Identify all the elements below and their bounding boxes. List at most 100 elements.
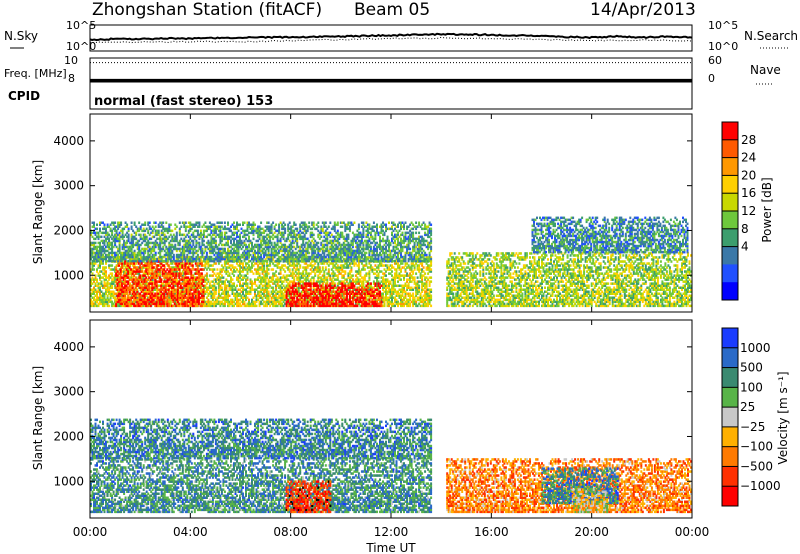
heatmap-cell [421,264,424,267]
heatmap-cell [94,300,97,304]
heatmap-cell [275,304,278,308]
heatmap-cell [181,294,184,297]
heatmap-cell [199,272,202,275]
heatmap-cell [360,304,363,308]
heatmap-cell [175,304,178,308]
heatmap-cell [111,302,114,306]
heatmap-cell [112,259,115,263]
heatmap-cell [202,286,205,289]
heatmap-cell [133,304,136,308]
heatmap-cell [400,274,402,277]
heatmap-cell [127,298,130,302]
heatmap-cell [324,286,327,289]
heatmap-cell [178,266,181,269]
heatmap-cell [252,264,255,267]
heatmap-cell [148,268,151,271]
heatmap-cell [327,298,330,302]
heatmap-cell [207,280,210,283]
heatmap-cell [418,284,421,287]
heatmap-cell [245,298,247,302]
heatmap-cell [317,278,320,281]
heatmap-cell [366,272,369,275]
heatmap-cell [114,255,117,259]
heatmap-cell [120,259,123,263]
heatmap-cell [263,268,266,271]
heatmap-cell [254,280,256,283]
heatmap-cell [347,264,350,267]
heatmap-cell [281,296,284,299]
heatmap-cell [257,270,260,273]
heatmap-cell [287,278,290,281]
heatmap-cell [278,272,281,275]
heatmap-cell [213,292,216,295]
heatmap-cell [96,270,98,273]
heatmap-cell [119,298,122,302]
heatmap-cell [163,296,166,299]
heatmap-cell [382,292,384,295]
heatmap-cell [339,288,342,291]
heatmap-cell [422,282,425,285]
heatmap-cell [314,288,317,291]
heatmap-cell [329,300,332,304]
heatmap-cell [318,296,321,299]
heatmap-cell [172,286,175,289]
heatmap-cell [275,288,278,291]
heatmap-cell [348,276,351,279]
heatmap-cell [103,251,106,255]
heatmap-cell [321,288,324,291]
heatmap-cell [255,296,258,299]
heatmap-cell [248,292,250,295]
heatmap-cell [179,272,182,275]
heatmap-cell [222,276,225,279]
heatmap-cell [158,300,161,304]
heatmap-cell [353,286,356,289]
heatmap-cell [326,292,329,295]
heatmap-cell [108,300,111,304]
heatmap-cell [214,288,217,291]
heatmap-cell [213,288,216,291]
heatmap-cell [140,266,143,269]
heatmap-cell [94,245,97,249]
heatmap-cell [142,298,145,302]
heatmap-cell [205,302,208,306]
heatmap-cell [132,264,135,267]
heatmap-cell [188,290,191,293]
heatmap-cell [132,251,135,255]
heatmap-cell [425,304,428,308]
heatmap-cell [267,292,270,295]
heatmap-cell [126,266,129,269]
heatmap-cell [137,276,140,279]
heatmap-cell [260,278,263,281]
heatmap-cell [415,284,418,287]
heatmap-cell [228,274,231,277]
heatmap-cell [97,284,100,287]
heatmap-cell [140,288,143,291]
heatmap-cell [167,264,170,267]
heatmap-cell [129,245,132,249]
heatmap-cell [333,304,336,308]
heatmap-cell [134,282,137,285]
heatmap-cell [398,296,401,299]
heatmap-cell [125,280,128,283]
heatmap-cell [216,272,219,275]
heatmap-cell [149,282,152,285]
heatmap-cell [93,292,95,295]
heatmap-cell [109,255,112,259]
heatmap-cell [288,286,291,289]
heatmap-cell [151,292,154,295]
heatmap-cell [175,298,178,302]
heatmap-cell [175,274,178,277]
heatmap-cell [428,280,431,283]
heatmap-cell [121,235,124,239]
heatmap-cell [413,298,416,302]
heatmap-cell [293,304,296,308]
heatmap-cell [357,266,360,269]
heatmap-cell [312,292,315,295]
heatmap-cell [306,278,309,281]
heatmap-cell [255,268,258,271]
heatmap-cell [327,304,330,308]
heatmap-cell [116,296,119,299]
heatmap-cell [94,251,97,255]
heatmap-cell [324,292,327,295]
heatmap-cell [223,280,226,283]
